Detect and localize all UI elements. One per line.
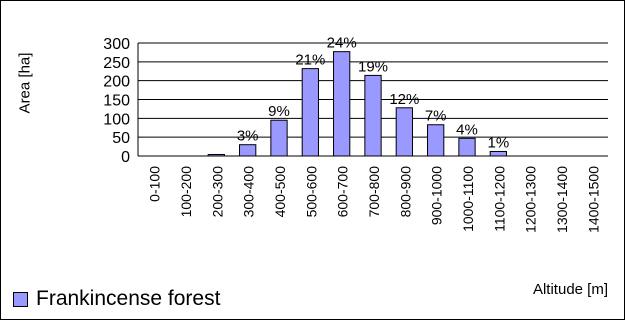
- y-tick-label: 100: [103, 111, 130, 128]
- bar: [489, 150, 507, 157]
- y-tick-label: 150: [103, 93, 130, 110]
- x-tick-label: 1000-1100: [460, 166, 476, 232]
- y-tick-label: 250: [103, 55, 130, 72]
- axes: [137, 43, 608, 157]
- bar: [270, 119, 288, 157]
- x-tick-label: 1300-1400: [554, 166, 570, 233]
- data-label: 12%: [389, 91, 419, 108]
- x-tick-label: 700-800: [366, 166, 382, 218]
- y-tick-label: 0: [121, 149, 130, 166]
- y-tick-label: 50: [112, 130, 130, 147]
- legend-label: Frankincense forest: [36, 287, 221, 310]
- y-tick-label: 200: [103, 74, 130, 91]
- x-axis-title: Altitude [m]: [532, 281, 608, 298]
- x-tick-label: 300-400: [241, 166, 257, 218]
- data-label: 7%: [425, 108, 447, 125]
- data-label: 24%: [327, 35, 357, 52]
- data-labels: 3% 9% 21%24%19%12% 7% 4% 1%: [237, 35, 509, 152]
- x-tick-labels: 0-100 100-200 200-300 300-400 400-500 500-600…: [147, 166, 602, 233]
- data-label: 1%: [487, 134, 509, 151]
- x-tick-label: 1200-1300: [523, 166, 539, 233]
- bar: [427, 124, 445, 157]
- data-label: 4%: [456, 121, 478, 138]
- data-label: 21%: [295, 52, 325, 69]
- x-tick-label: 1100-1200: [491, 166, 507, 232]
- bar: [333, 51, 351, 157]
- bar: [458, 137, 476, 157]
- bar: [364, 74, 382, 157]
- data-label: 19%: [358, 58, 388, 75]
- data-label: 3%: [237, 128, 259, 145]
- y-tick-label: 300: [103, 36, 130, 53]
- x-tick-label: 200-300: [209, 166, 225, 218]
- x-tick-label: 500-600: [303, 166, 319, 218]
- x-tick-label: 800-900: [397, 166, 413, 218]
- bar: [395, 107, 413, 157]
- x-tick-label: 400-500: [272, 166, 288, 218]
- legend: Frankincense forest: [13, 287, 220, 311]
- data-label: 9%: [268, 103, 290, 120]
- bar: [239, 144, 257, 157]
- y-axis-title: Area [ha]: [16, 52, 34, 114]
- x-tick-label: 0-100: [147, 166, 163, 202]
- x-tick-label: 600-700: [335, 166, 351, 218]
- bars: [207, 51, 507, 157]
- x-tick-label: 900-1000: [429, 166, 445, 225]
- x-tick-label: 1400-1500: [585, 166, 601, 233]
- legend-swatch: [13, 291, 28, 307]
- bar: [301, 68, 319, 157]
- x-tick-label: 100-200: [178, 166, 194, 218]
